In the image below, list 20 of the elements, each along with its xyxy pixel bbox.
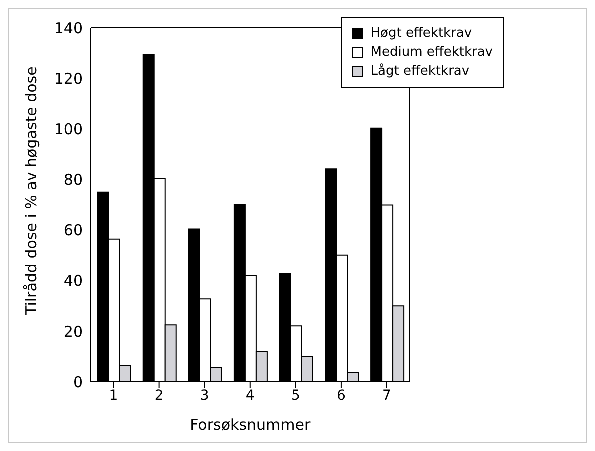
legend-label: Lågt effektkrav	[370, 64, 470, 79]
x-tick-label: 7	[382, 388, 392, 404]
y-tick-label: 140	[54, 19, 83, 38]
y-tick-label: 60	[64, 222, 83, 240]
y-tick-label: 80	[64, 171, 83, 190]
x-tick-label: 6	[337, 388, 346, 404]
legend-label: Medium effektkrav	[370, 45, 493, 60]
y-tick-label: 120	[54, 70, 83, 88]
y-axis-title: Tilrådd dose i % av høgaste dose	[22, 66, 40, 316]
x-tick-label: 1	[109, 388, 118, 404]
legend-label: Høgt effektkrav	[370, 26, 472, 41]
y-tick-label: 20	[64, 322, 83, 341]
y-tick-label: 40	[64, 272, 83, 290]
y-tick-label: 0	[73, 373, 83, 392]
x-tick-label: 3	[200, 388, 210, 404]
x-tick-label: 2	[154, 388, 164, 404]
y-tick-label: 100	[54, 120, 83, 138]
x-tick-label: 5	[291, 388, 300, 404]
x-tick-label: 4	[246, 388, 255, 404]
x-axis-title: Forsøksnummer	[190, 416, 312, 434]
